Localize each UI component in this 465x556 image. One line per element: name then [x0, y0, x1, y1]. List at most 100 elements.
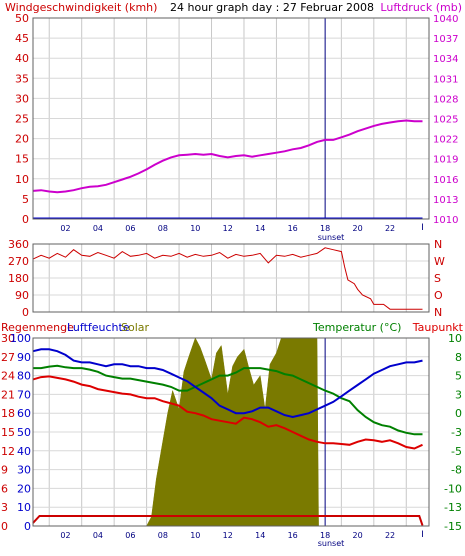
panel1-left-tick-label: 0: [22, 213, 29, 226]
panel1-x-tick-label: 20: [352, 224, 362, 233]
panel3-right-tick-label: -5: [451, 445, 462, 458]
panel1-x-tick-label: 14: [255, 224, 265, 233]
panel3-humidity-tick-label: 70: [17, 388, 31, 401]
panel3-humidity-tick-label: 100: [10, 332, 31, 345]
panel1-left-ticks: 0 5 10 15 20 25 30 35 40 45 50: [15, 12, 29, 226]
panel3-humidity-label: Luftfeuchte: [67, 321, 130, 334]
series-taupunkt-line: [32, 375, 423, 450]
panel3-series: [32, 348, 424, 526]
panel3-rain-tick-label: 30: [1, 332, 15, 345]
panel1-right-tick-label: 1040: [433, 14, 458, 25]
panel1-right-ticks: 1010 1013 1016 1019 1022 1025 1028 1031 1034 1037…: [433, 14, 458, 226]
panel1-right-tick-label: 1028: [433, 94, 458, 105]
series-temperatur-line: [33, 364, 423, 436]
panel3-x-tick-label: 20: [352, 531, 362, 540]
panel1-sunset-label: sunset: [318, 233, 345, 242]
panel3-humidity-tick-label: 80: [17, 370, 31, 383]
panel3-humidity-tick-label: 50: [17, 426, 31, 439]
panel3-humidity-tick-label: 40: [17, 445, 31, 458]
panel1-left-axis-label: Windgeschwindigkeit (kmh): [5, 1, 157, 14]
panel1-x-tick-label: 22: [385, 224, 395, 233]
panel3-right-tick-label: 5: [455, 370, 462, 383]
panel3-x-tick-label: 10: [190, 531, 200, 540]
series-regenmenge-line: [32, 515, 424, 526]
panel3-x-end-marker: I: [421, 530, 424, 540]
panel3-right-tick-label: 3: [455, 388, 462, 401]
panel3-rain-tick-label: 18: [1, 407, 15, 420]
panel1-frame: [32, 17, 430, 220]
panel3-x-tick-label: 14: [255, 531, 265, 540]
panel1-x-tick-label: 18: [320, 224, 330, 233]
panel3-rain-tick-label: 12: [1, 445, 15, 458]
panel3-right-tick-label: -15: [444, 520, 462, 533]
panel3-x-tick-label: 16: [288, 531, 298, 540]
panel3-right-tick-label: 0: [455, 407, 462, 420]
panel3-x-ticks: 02 04 06 08 10 12 14 16 18 20 22 I: [60, 530, 423, 540]
panel1-left-tick-label: 45: [15, 32, 29, 45]
panel3-humidity-tick-label: 30: [17, 464, 31, 477]
panel2-frame: [32, 243, 430, 313]
panel3-rain-tick-label: 24: [1, 370, 15, 383]
panel3-rain-ticks: 0 3 6 9 12 15 18 21 24 27 30: [1, 332, 15, 533]
panel3-rain-tick-label: 27: [1, 351, 15, 364]
panel3-humidity-tick-label: 0: [24, 520, 31, 533]
panel3-humidity-tick-label: 60: [17, 407, 31, 420]
panel1-x-tick-label: 10: [190, 224, 200, 233]
panel3-temperature-label: Temperatur (°C): [312, 321, 401, 334]
panel3-x-tick-label: 12: [223, 531, 233, 540]
panel1-left-tick-label: 15: [15, 153, 29, 166]
panel3-rain-tick-label: 15: [1, 426, 15, 439]
panel3-rain-tick-label: 9: [1, 464, 8, 477]
panel1-left-tick-label: 10: [15, 173, 29, 186]
panel2-left-tick-label: 270: [8, 255, 29, 268]
panel2-direction-label: N: [434, 306, 442, 319]
panel1-right-tick-label: 1019: [433, 155, 458, 166]
panel3-rain-label: Regenmenge: [1, 321, 74, 334]
panel1-left-tick-label: 50: [15, 12, 29, 25]
panel3-right-tick-label: -8: [451, 464, 462, 477]
panel3-sunset-label: sunset: [318, 539, 345, 548]
panel3-right-tick-label: -10: [444, 482, 462, 495]
panel3-right-tick-label: 8: [455, 351, 462, 364]
panel1-grid: [33, 18, 429, 219]
panel1-right-tick-label: 1022: [433, 135, 458, 146]
panel3-x-tick-label: 06: [125, 531, 135, 540]
panel3-humidity-tick-label: 10: [17, 501, 31, 514]
panel1-right-tick-label: 1031: [433, 74, 458, 85]
panel1-right-tick-label: 1025: [433, 115, 458, 126]
panel1-x-tick-label: 16: [288, 224, 298, 233]
panel3-right-ticks: -15 -13 -10 -8 -5 -3 0 3 5 8 10: [444, 332, 462, 533]
panel2-direction-label: W: [434, 255, 445, 268]
panel2-direction-label: S: [434, 272, 441, 285]
panel1-series: [32, 119, 423, 219]
panel2-left-tick-label: 180: [8, 272, 29, 285]
panel3-solar-label: Solar: [121, 321, 150, 334]
panel3-humidity-ticks: 0 10 20 30 40 50 60 70 80 90 100: [10, 332, 31, 533]
panel3-rain-tick-label: 0: [1, 520, 8, 533]
panel3-x-tick-label: 18: [320, 531, 330, 540]
panel1-left-tick-label: 30: [15, 92, 29, 105]
panel2-direction-label: N: [434, 238, 442, 251]
series-luftfeuchte-line: [32, 348, 423, 419]
panel3-x-tick-label: 02: [60, 531, 70, 540]
panel3-x-tick-label: 08: [158, 531, 168, 540]
panel1-x-tick-label: 12: [223, 224, 233, 233]
panel1-right-tick-label: 1037: [433, 34, 458, 45]
panel3-frame: [32, 337, 430, 527]
panel1-x-ticks: 02 04 06 08 10 12 14 16 18 20 22 I: [60, 223, 423, 233]
panel1-right-tick-label: 1013: [433, 195, 458, 206]
panel1-right-tick-label: 1034: [433, 54, 458, 65]
panel3-x-tick-label: 22: [385, 531, 395, 540]
panel1-left-tick-label: 25: [15, 113, 29, 126]
panel1-right-axis-label: Luftdruck (mb): [380, 1, 462, 14]
panel1-right-tick-label: 1010: [433, 215, 458, 226]
panel2-left-tick-label: 90: [15, 289, 29, 302]
panel1-right-tick-label: 1016: [433, 175, 458, 186]
panel2-direction-label: O: [434, 289, 443, 302]
panel3-humidity-tick-label: 20: [17, 482, 31, 495]
panel1-title: 24 hour graph day : 27 Februar 2008: [170, 1, 374, 14]
